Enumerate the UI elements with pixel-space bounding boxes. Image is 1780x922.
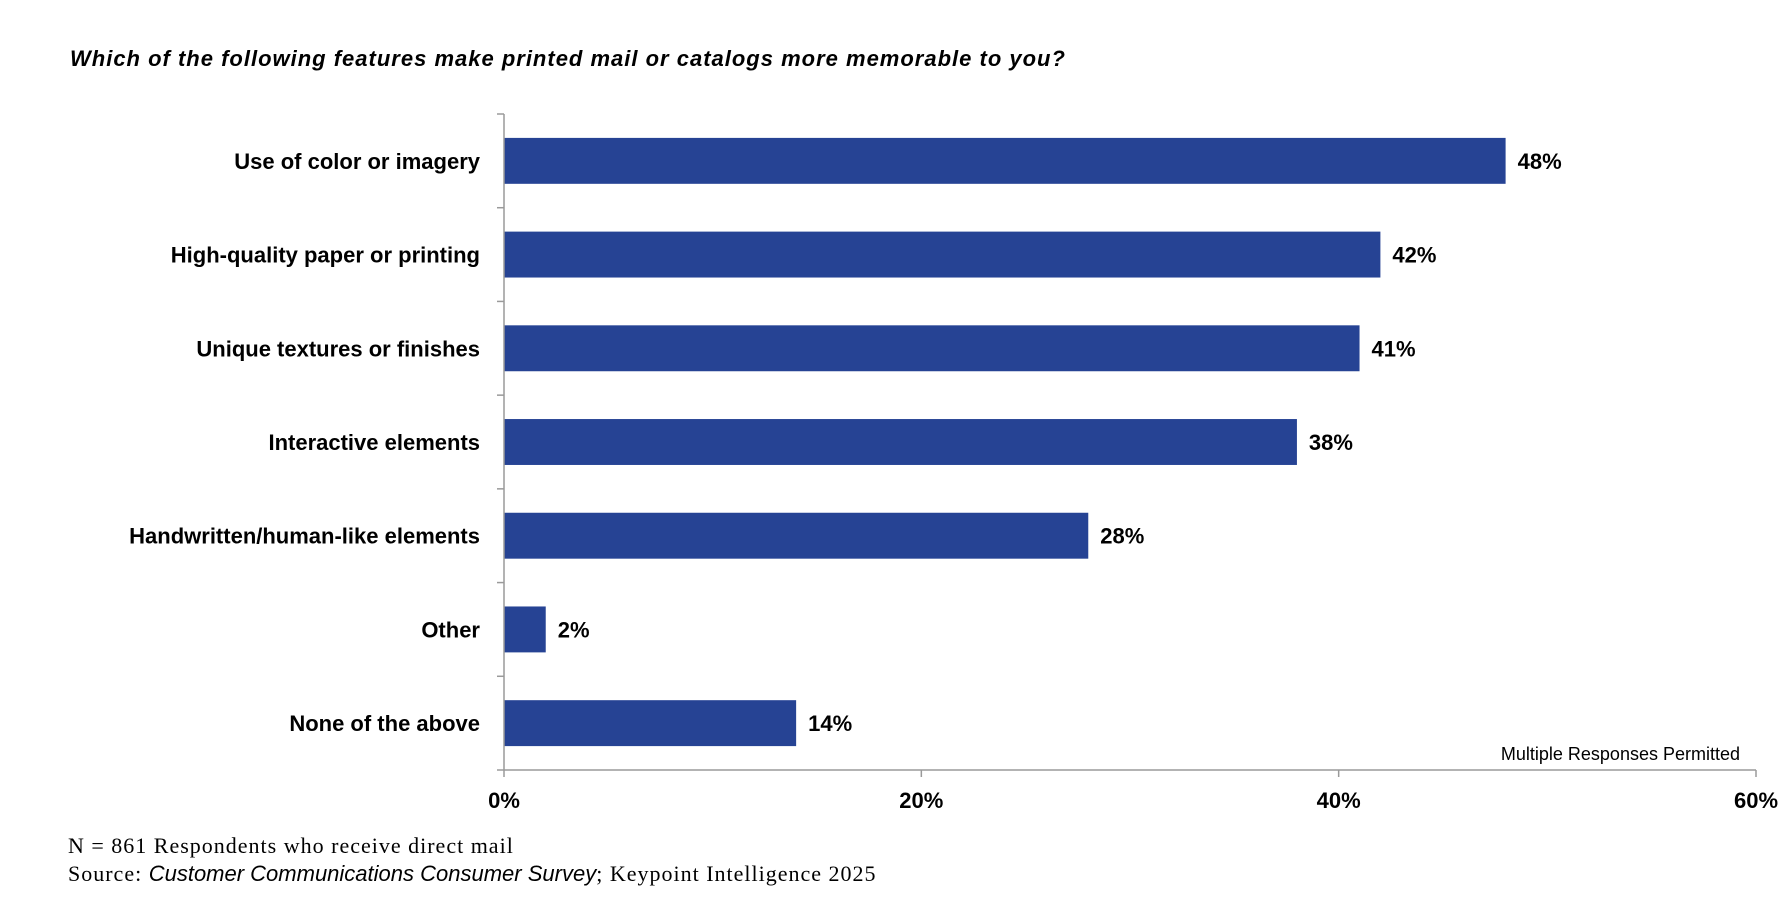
labels: Use of color or imagery 48% High-quality p… [129, 149, 1562, 736]
source-suffix: ; Keypoint Intelligence 2025 [596, 861, 877, 886]
x-tick-label: 20% [899, 788, 943, 813]
value-label: 48% [1518, 149, 1562, 174]
bar [504, 419, 1297, 465]
bar [504, 700, 797, 747]
bars [504, 137, 1506, 747]
bar [504, 606, 546, 653]
category-label: None of the above [289, 711, 480, 736]
axis-ticks: 0% 20% 40% 60% [488, 113, 1778, 813]
value-label: 41% [1372, 336, 1416, 361]
value-label: 38% [1309, 430, 1353, 455]
chart-title: Which of the following features make pri… [70, 46, 1066, 71]
x-tick-label: 0% [488, 788, 520, 813]
value-label: 42% [1392, 243, 1436, 268]
bar [504, 325, 1360, 372]
source-title: Customer Communications Consumer Survey [148, 861, 597, 886]
value-label: 28% [1100, 524, 1144, 549]
category-label: High-quality paper or printing [171, 243, 480, 268]
x-tick-label: 40% [1317, 788, 1361, 813]
category-label: Interactive elements [268, 430, 480, 455]
multiple-responses-note: Multiple Responses Permitted [1501, 744, 1740, 764]
category-label: Handwritten/human-like elements [129, 524, 480, 549]
value-label: 14% [808, 711, 852, 736]
category-label: Use of color or imagery [234, 149, 481, 174]
bar [504, 512, 1089, 559]
chart-footer: N = 861 Respondents who receive direct m… [68, 832, 877, 888]
value-label: 2% [558, 617, 590, 642]
x-tick-label: 60% [1734, 788, 1778, 813]
category-label: Other [421, 617, 480, 642]
bar [504, 231, 1381, 278]
source-note: Source: Customer Communications Consumer… [68, 860, 877, 888]
respondents-note: N = 861 Respondents who receive direct m… [68, 833, 514, 858]
category-label: Unique textures or finishes [196, 336, 480, 361]
source-prefix: Source: [68, 861, 149, 886]
bar-chart: 0% 20% 40% 60% Use of color or imagery 48% Hi… [129, 113, 1778, 813]
bar [504, 137, 1506, 184]
